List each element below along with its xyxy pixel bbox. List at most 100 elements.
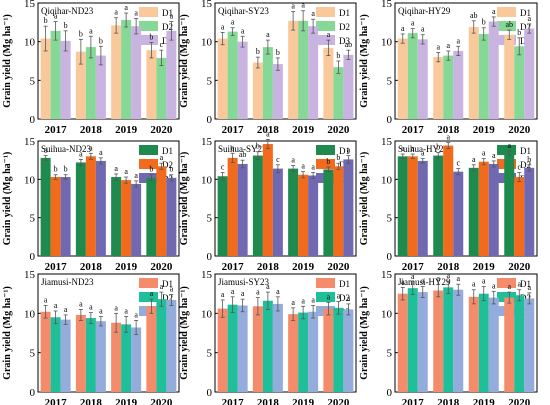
significance-letter: a: [134, 8, 138, 17]
legend-label-d3: D3: [339, 36, 350, 46]
significance-letter: a: [507, 282, 511, 291]
bar-d2-2019: [121, 180, 132, 256]
y-tick-label: 0: [30, 114, 36, 126]
y-tick-label: 5: [207, 348, 213, 360]
bar-d1-2017: [217, 308, 228, 392]
significance-letter: a: [337, 292, 341, 301]
bar-d3-2017: [417, 160, 428, 256]
bar-d3-2019: [308, 26, 319, 120]
bar-d3-2020: [166, 177, 177, 256]
y-tick-label: 0: [387, 114, 393, 126]
bar-d3-2017: [60, 40, 71, 119]
significance-letter: a: [256, 288, 260, 297]
y-axis-label: Grain yield (Mg ha⁻¹): [179, 152, 190, 246]
significance-letter: a: [170, 12, 174, 21]
y-tick-label: 0: [387, 251, 393, 263]
bar-d3-2018: [95, 55, 106, 119]
y-axis-label: Grain yield (Mg ha⁻¹): [179, 14, 190, 108]
bar-d3-2017: [60, 177, 71, 256]
x-tick-label-2019: 2019: [473, 397, 496, 405]
legend-label-d2: D2: [520, 160, 531, 170]
legend-label-d1: D1: [162, 146, 173, 156]
significance-letter: b: [44, 16, 48, 25]
bar-d3-2019: [131, 327, 142, 392]
panel-title: Suihua-ND23: [41, 144, 91, 154]
significance-letter: a: [327, 292, 331, 301]
chart-panel-3: 0 5 10 15 Grain yield (Mg ha⁻¹) Suihua-ND23 D1…: [2, 136, 180, 273]
bar-d3-2018: [272, 64, 283, 119]
x-tick-label-2019: 2019: [292, 261, 315, 273]
significance-letter: a: [347, 146, 351, 155]
x-tick-label-2017: 2017: [222, 124, 245, 136]
legend-swatch-d3: [316, 35, 335, 45]
significance-letter: b: [482, 18, 486, 27]
bar-d2-2020: [156, 57, 167, 119]
bar-d3-2020: [166, 299, 177, 392]
panel-title: Suihua-HY29: [398, 144, 448, 154]
significance-letter: b: [54, 165, 58, 174]
y-tick-label: 5: [30, 75, 36, 87]
bar-d2-2018: [85, 318, 96, 392]
bar-d1-2019: [468, 167, 479, 256]
bar-d3-2020: [524, 298, 535, 392]
significance-letter: a: [436, 42, 440, 51]
significance-letter: a: [492, 281, 496, 290]
chart-panel-4: 0 5 10 15 Grain yield (Mg ha⁻¹) Suihua-SY23 D1…: [179, 129, 357, 273]
significance-letter: a: [301, 162, 305, 171]
x-tick-label-2019: 2019: [473, 261, 496, 273]
significance-letter: a: [311, 9, 315, 18]
significance-letter: a: [446, 41, 450, 50]
significance-letter: a: [411, 144, 415, 153]
significance-letter: a: [124, 3, 128, 12]
y-tick-label: 0: [207, 114, 213, 126]
bar-d2-2019: [298, 312, 309, 392]
significance-letter: a: [301, 296, 305, 305]
significance-letter: b: [336, 153, 340, 162]
bar-d3-2018: [453, 171, 464, 256]
legend-swatch-d2: [316, 292, 335, 302]
legend-label-d1: D1: [520, 279, 531, 289]
y-tick-label: 15: [24, 0, 36, 10]
bar-d2-2017: [407, 156, 418, 256]
bar-d2-2017: [50, 177, 61, 256]
significance-letter: b: [517, 28, 521, 37]
y-tick-label: 10: [24, 308, 36, 320]
significance-letter: ab: [505, 20, 513, 29]
legend-swatch-d3: [139, 35, 158, 45]
significance-letter: a: [446, 133, 450, 142]
significance-letter: a: [291, 156, 295, 165]
significance-letter: b: [64, 21, 68, 30]
bar-d2-2019: [121, 324, 132, 392]
x-tick-label-2020: 2020: [327, 124, 350, 136]
significance-letter: a: [64, 305, 68, 314]
significance-letter: a: [44, 295, 48, 304]
bar-d3-2019: [488, 21, 499, 120]
bar-d2-2019: [478, 161, 489, 256]
bar-d2-2017: [50, 317, 61, 392]
significance-letter: a: [99, 148, 103, 157]
significance-letter: b: [336, 51, 340, 60]
plot-frame: [394, 140, 538, 257]
y-tick-label: 15: [24, 136, 36, 148]
significance-letter: b: [436, 143, 440, 152]
bar-d1-2018: [433, 290, 444, 392]
x-tick-label-2017: 2017: [45, 124, 68, 136]
bar-d1-2018: [252, 155, 263, 256]
bar-d2-2019: [121, 20, 132, 119]
y-tick-label: 0: [207, 387, 213, 399]
bar-d3-2017: [237, 305, 248, 392]
significance-letter: a: [311, 295, 315, 304]
significance-letter: ab: [345, 40, 353, 49]
bar-d2-2018: [443, 287, 454, 392]
panel-title: Qiqihar-ND23: [41, 6, 94, 16]
bar-d3-2019: [308, 311, 319, 392]
x-tick-label-2020: 2020: [150, 124, 173, 136]
significance-letter: ab: [470, 11, 478, 20]
legend-swatch-d2: [139, 292, 158, 302]
chart-panel-2: 0 5 10 15 Grain yield (Mg ha⁻¹) Qiqihar-HY29 D…: [359, 0, 538, 136]
bar-d1-2020: [504, 34, 515, 119]
significance-letter: a: [401, 144, 405, 153]
legend-label-d1: D1: [162, 8, 173, 18]
x-tick-label-2017: 2017: [402, 124, 425, 136]
legend-swatch-d1: [139, 278, 158, 288]
